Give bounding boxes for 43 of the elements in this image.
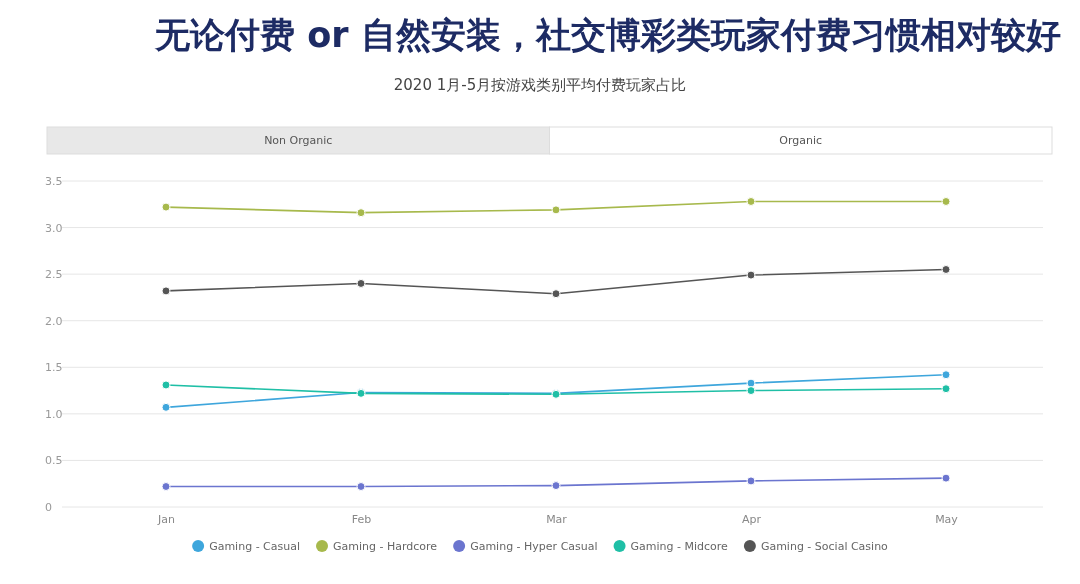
- point: [356, 208, 366, 218]
- point: [746, 197, 756, 206]
- point: [941, 473, 951, 483]
- legend-label: Gaming - Hardcore: [333, 539, 438, 553]
- y-tick-label: 2.5: [45, 268, 63, 282]
- point: [551, 205, 561, 215]
- point: [161, 286, 171, 296]
- point: [941, 265, 951, 274]
- point: [356, 278, 366, 288]
- point: [161, 402, 171, 412]
- y-tick-label: 3.0: [45, 221, 63, 235]
- x-tick-label: Apr: [741, 512, 762, 526]
- point: [161, 380, 171, 390]
- point: [941, 370, 951, 380]
- point: [551, 289, 561, 299]
- chart-subtitle: 2020 1月-5月按游戏类别平均付费玩家占比: [393, 76, 687, 94]
- point: [941, 384, 951, 394]
- x-tick-label: Mar: [546, 512, 568, 526]
- point: [161, 202, 171, 212]
- y-tick-label: 0.5: [45, 454, 63, 468]
- point: [746, 386, 756, 396]
- point: [161, 482, 171, 491]
- point: [941, 197, 951, 206]
- point: [746, 378, 756, 388]
- legend-label: Gaming - Social Casino: [760, 539, 889, 553]
- point: [746, 476, 756, 486]
- y-tick-label: 1.0: [45, 407, 63, 421]
- point: [551, 481, 561, 491]
- point: [746, 270, 756, 280]
- y-tick-label: 0: [45, 501, 52, 515]
- text: Organic: [779, 134, 823, 148]
- x-tick-label: May: [935, 512, 959, 526]
- legend-label: Gaming - Midcore: [630, 539, 729, 553]
- text: Non Organic: [264, 134, 333, 148]
- x-tick-label: Feb: [351, 512, 372, 526]
- chart-title: 无论付费 or 自然安装，社交博彩类玩家付费习惯相对较好: [154, 15, 1061, 55]
- y-tick-label: 2.0: [45, 314, 63, 328]
- legend-label: Gaming - Hyper Casual: [470, 539, 598, 553]
- legend-label: Gaming - Casual: [209, 539, 301, 553]
- point: [356, 482, 366, 491]
- y-tick-label: 3.5: [45, 175, 63, 189]
- y-tick-label: 1.5: [45, 361, 63, 375]
- x-tick-label: Jan: [157, 512, 175, 526]
